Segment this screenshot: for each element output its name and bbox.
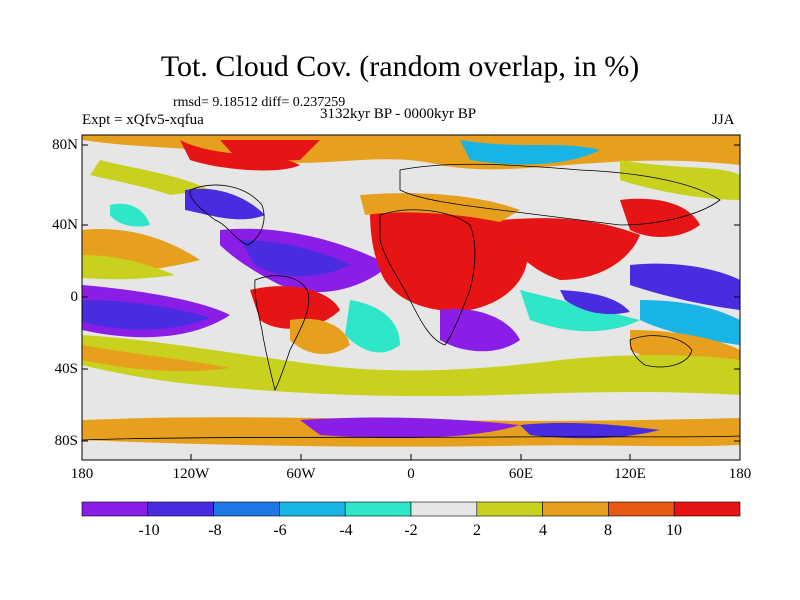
tick-marks xyxy=(81,144,741,460)
colorbar-label-6: 2 xyxy=(473,522,481,539)
samerica-orange xyxy=(290,318,350,355)
colorbar-label-7: 4 xyxy=(539,522,547,539)
antarctic-neutral xyxy=(82,440,740,460)
southern-orange-w xyxy=(82,345,230,372)
easia-red xyxy=(620,198,700,237)
experiment-label: Expt = xQfv5-xqfua xyxy=(82,112,204,128)
coastlines xyxy=(82,163,740,441)
lat-label-80s: 80S xyxy=(54,433,78,449)
arctic-red-2 xyxy=(220,140,320,162)
antarctic-violet xyxy=(300,417,520,438)
south-america-outline xyxy=(254,275,310,392)
southern-yellow xyxy=(82,335,740,397)
lat-label-40n: 40N xyxy=(52,217,78,233)
colorbar-swatch-3 xyxy=(213,501,280,517)
lat-label-40s: 40S xyxy=(54,361,78,377)
lat-label-80n: 80N xyxy=(52,137,78,153)
alaska-yellow xyxy=(90,160,210,195)
colorbar-label-9: 10 xyxy=(666,522,682,539)
atlantic-blue xyxy=(240,240,350,277)
africa-red xyxy=(370,205,528,311)
lon-label-120e: 120E xyxy=(614,466,646,482)
siberia-yellow xyxy=(620,160,740,200)
anomaly-field xyxy=(82,135,740,460)
lat-label-0: 0 xyxy=(70,289,79,305)
lon-label-60e: 60E xyxy=(508,466,534,482)
lon-label-0: 0 xyxy=(407,466,415,482)
antarctica-outline xyxy=(82,435,740,441)
north-america-outline xyxy=(189,184,265,246)
tropical-blue xyxy=(82,300,210,330)
australia-outline xyxy=(629,335,693,368)
eurasia-outline xyxy=(399,163,721,226)
lon-label-180w: 180 xyxy=(70,466,94,482)
season-label: JJA xyxy=(712,112,735,128)
colorbar-swatch-1 xyxy=(81,501,149,517)
asia-red xyxy=(500,218,640,280)
colorbar-swatch-8 xyxy=(542,501,609,517)
map-title: Tot. Cloud Cov. (random overlap, in %) xyxy=(160,50,640,83)
period-label: 3132kyr BP - 0000kyr BP xyxy=(320,106,477,122)
colorbar-label-3: -6 xyxy=(273,522,287,539)
colorbar-swatch-2 xyxy=(147,501,214,517)
arctic-cyan xyxy=(460,140,600,165)
samerica-red xyxy=(250,286,340,329)
africa-outline xyxy=(379,209,476,346)
colorbar-label-2: -8 xyxy=(208,522,222,539)
indian-blue xyxy=(560,290,630,315)
lon-label-60w: 60W xyxy=(286,466,316,482)
colorbar-label-5: -2 xyxy=(404,522,418,539)
wpac-blue xyxy=(630,263,740,310)
antarctic-blue xyxy=(520,422,660,439)
colorbar-label-8: 8 xyxy=(604,522,612,539)
lon-label-120w: 120W xyxy=(172,466,210,482)
lon-label-180e: 180 xyxy=(728,466,752,482)
colorbar-swatch-6 xyxy=(410,501,478,517)
colorbar-swatch-9 xyxy=(608,501,675,517)
colorbar-swatch-5 xyxy=(344,501,412,517)
indian-violet xyxy=(440,309,520,352)
stats-label: rmsd= 9.18512 diff= 0.237259 xyxy=(173,95,346,110)
pacific-teal xyxy=(110,203,150,227)
colorbar-label-1: -10 xyxy=(138,522,160,539)
colorbar-swatch-4 xyxy=(279,501,346,517)
europe-orange xyxy=(360,193,520,222)
wpac-cyan xyxy=(640,300,740,345)
satlantic-teal xyxy=(345,300,400,353)
indian-teal xyxy=(520,290,640,332)
colorbar-swatch-7 xyxy=(476,501,543,517)
colorbar-swatch-10 xyxy=(673,501,741,517)
colorbar xyxy=(81,501,741,517)
pacific-yellow xyxy=(82,255,175,280)
colorbar-label-4: -4 xyxy=(339,522,353,539)
